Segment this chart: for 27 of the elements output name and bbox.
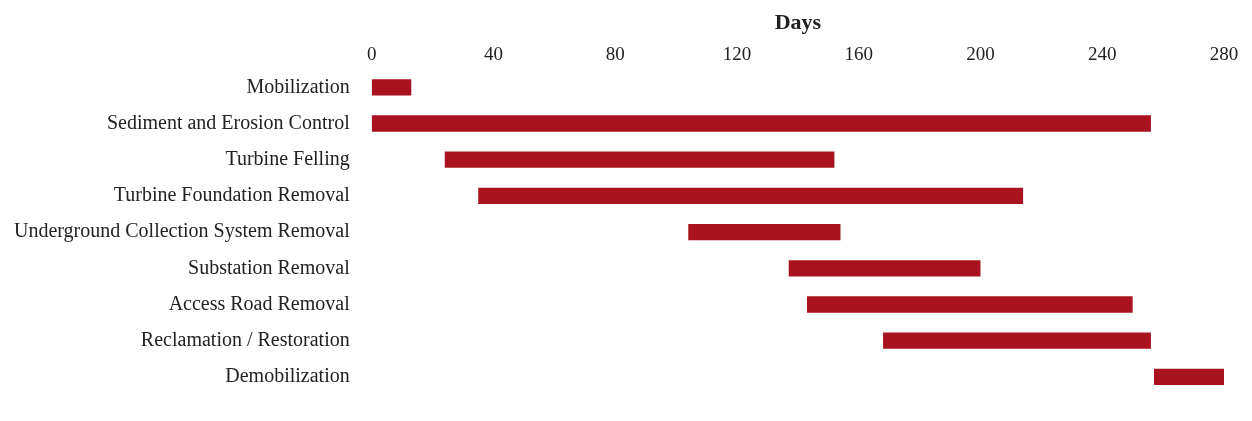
bar [371,79,412,96]
bar [688,223,841,241]
y-tick-label: Reclamation / Restoration [140,327,350,350]
x-tick-label: 240 [1087,42,1117,64]
y-tick-label: Demobilization [225,364,350,387]
bar [806,296,1133,313]
bar [788,260,981,277]
x-tick-label: 80 [605,42,625,64]
bar [883,332,1151,349]
x-tick-label: 40 [483,42,503,64]
bar [444,151,835,168]
x-tick-label: 0 [366,42,377,64]
y-tick-label: Turbine Felling [225,146,350,170]
y-tick-label: Underground Collection System Removal [14,219,351,243]
bar [1153,368,1224,386]
bar [371,115,1151,132]
y-tick-label: Mobilization [246,74,350,97]
y-tick-label: Sediment and Erosion Control [106,110,351,133]
x-tick-label: 280 [1209,42,1239,64]
x-axis-title: Days [774,8,822,34]
y-tick-label: Access Road Removal [168,291,351,314]
x-tick-label: 120 [722,42,752,64]
bar [478,187,1024,205]
x-tick-label: 160 [844,42,873,64]
y-tick-label: Substation Removal [188,255,351,278]
x-tick-label: 200 [966,42,995,64]
y-tick-label: Turbine Foundation Removal [113,183,351,206]
